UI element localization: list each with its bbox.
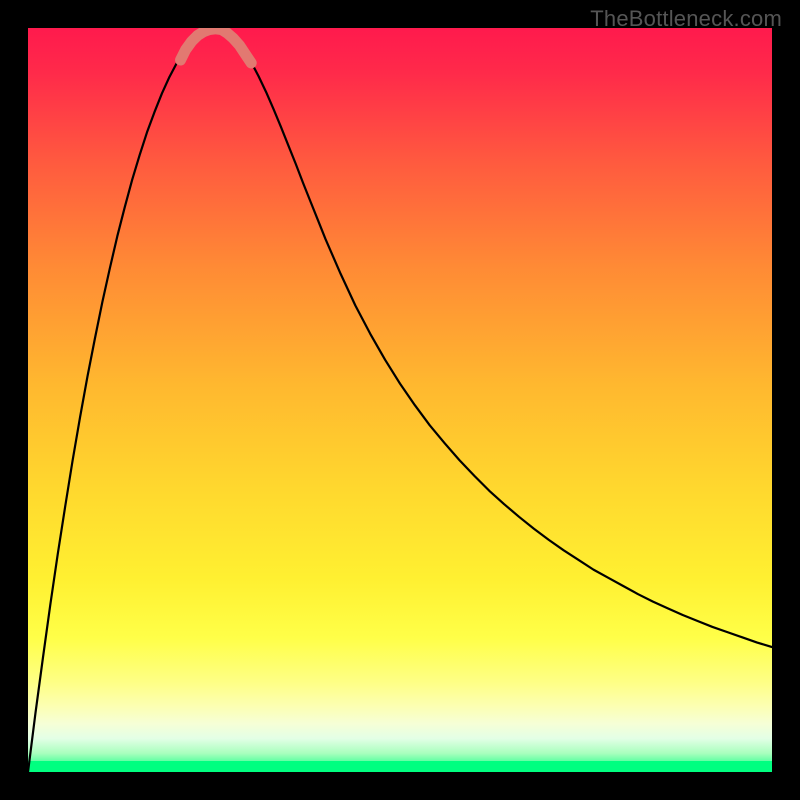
curve-bottleneck-curve (28, 28, 772, 772)
curves-svg (28, 28, 772, 772)
marker-overlay (181, 29, 252, 63)
chart-root: TheBottleneck.com (0, 0, 800, 800)
plot-area (28, 28, 772, 772)
